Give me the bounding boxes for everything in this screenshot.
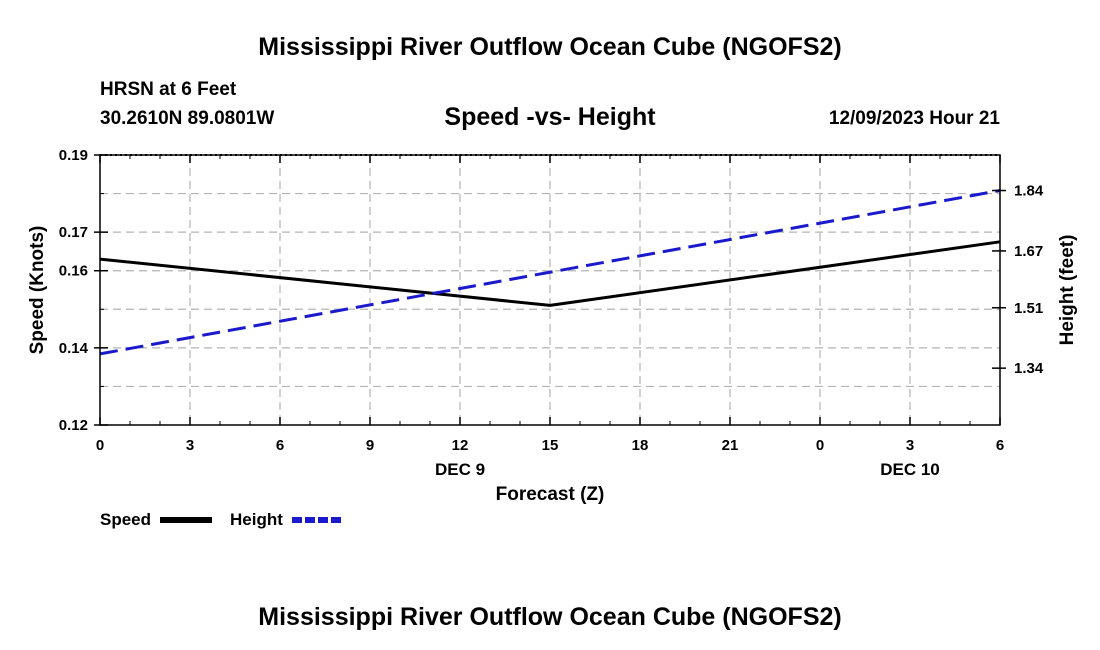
date-label: DEC 10 (880, 460, 940, 479)
legend-speed-label: Speed (100, 510, 151, 529)
series-lines (99, 189, 1001, 356)
chart-subtitle: Speed -vs- Height (444, 103, 656, 131)
x-axis-label: Forecast (Z) (496, 484, 605, 505)
y-left-tick-label: 0.14 (59, 340, 89, 357)
datetime-label: 12/09/2023 Hour 21 (829, 108, 1001, 129)
y-left-tick-label: 0.16 (59, 263, 88, 280)
legend-height-label: Height (230, 510, 283, 529)
series-speed-line (99, 240, 1001, 307)
y-axis-right-label: Height (feet) (1057, 235, 1078, 346)
x-tick-label: 21 (722, 437, 739, 454)
y-right-tick-label: 1.51 (1014, 300, 1043, 317)
axes: 0 3 6 9 12 15 18 21 0 3 6 DEC 9 DEC 10 0.12 0.14 0.16 0.… (59, 147, 1044, 479)
footer-title: Mississippi River Outflow Ocean Cube (NG… (258, 603, 841, 631)
series-height-line (99, 189, 1001, 356)
y-left-tick-label: 0.19 (59, 147, 88, 164)
x-tick-label: 6 (276, 437, 284, 454)
y-right-tick-label: 1.34 (1014, 360, 1044, 377)
coords-label: 30.2610N 89.0801W (100, 108, 274, 129)
x-tick-label: 12 (452, 437, 469, 454)
x-tick-label: 9 (366, 437, 374, 454)
x-tick-label: 3 (186, 437, 194, 454)
y-right-tick-label: 1.67 (1014, 243, 1043, 260)
x-tick-label: 3 (906, 437, 914, 454)
legend: Speed Height (100, 510, 342, 529)
station-label: HRSN at 6 Feet (100, 79, 237, 100)
y-left-tick-label: 0.17 (59, 224, 88, 241)
date-label: DEC 9 (435, 460, 485, 479)
x-tick-label: 0 (816, 437, 824, 454)
y-axis-left-label: Speed (Knots) (27, 226, 48, 355)
y-right-tick-label: 1.84 (1014, 183, 1044, 200)
y-left-tick-label: 0.12 (59, 417, 88, 434)
x-tick-label: 0 (96, 437, 104, 454)
x-tick-label: 15 (542, 437, 559, 454)
grid-lines (100, 155, 1000, 425)
x-tick-label: 18 (632, 437, 649, 454)
x-tick-label: 6 (996, 437, 1004, 454)
main-title: Mississippi River Outflow Ocean Cube (NG… (258, 33, 841, 61)
